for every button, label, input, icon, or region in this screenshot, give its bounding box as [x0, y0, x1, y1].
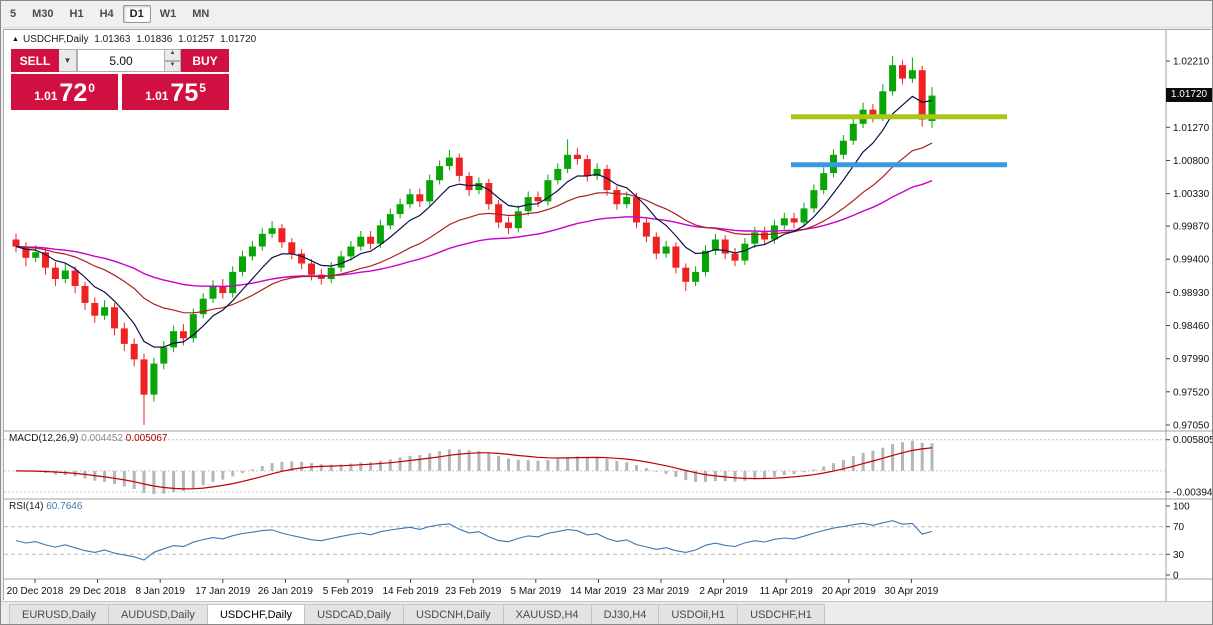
- svg-text:100: 100: [1173, 502, 1190, 513]
- buy-price-prefix: 1.01: [145, 89, 169, 103]
- chevron-down-icon: ▼: [63, 56, 72, 65]
- svg-text:1.00800: 1.00800: [1173, 156, 1210, 167]
- tab-eurusd-daily[interactable]: EURUSD,Daily: [9, 604, 109, 624]
- svg-text:14 Mar 2019: 14 Mar 2019: [570, 586, 627, 597]
- tf-button-d1[interactable]: D1: [122, 5, 151, 23]
- rsi-panel: 100 70 30 0: [4, 502, 1190, 582]
- volume-stepper[interactable]: ▲ ▼: [165, 49, 181, 72]
- svg-text:14 Feb 2019: 14 Feb 2019: [383, 586, 440, 597]
- svg-text:30 Apr 2019: 30 Apr 2019: [884, 586, 938, 597]
- tab-dj30-h4[interactable]: DJ30,H4: [590, 604, 660, 624]
- sell-price-frac: 0: [88, 81, 95, 95]
- price-axis[interactable]: 1.02210 1.01270 1.00800 1.00330 0.99870 0.994…: [1166, 57, 1210, 432]
- ohlc-open: 1.01363: [94, 34, 131, 45]
- macd-panel: 0.005805 -0.003945: [4, 435, 1212, 499]
- svg-text:30: 30: [1173, 550, 1185, 561]
- svg-text:-0.003945: -0.003945: [1173, 488, 1212, 499]
- tf-button-h4[interactable]: H4: [99, 8, 114, 20]
- sell-price-pips: 72: [59, 79, 88, 107]
- ohlc-close: 1.01720: [220, 34, 257, 45]
- volume-input[interactable]: 5.00: [77, 49, 165, 72]
- svg-text:0.005805: 0.005805: [1173, 435, 1212, 446]
- rsi-label: RSI(14) 60.7646: [9, 501, 82, 512]
- svg-text:70: 70: [1173, 522, 1185, 533]
- tab-usdcad-daily[interactable]: USDCAD,Daily: [304, 604, 405, 624]
- buy-price-pips: 75: [170, 79, 199, 107]
- chart-info-line: ▲ USDCHF,Daily 1.01363 1.01836 1.01257 1.…: [12, 34, 259, 45]
- macd-name: MACD(12,26,9): [9, 433, 79, 444]
- svg-text:1.00330: 1.00330: [1173, 189, 1210, 200]
- tab-usdchf-daily[interactable]: USDCHF,Daily: [206, 604, 306, 624]
- svg-text:11 Apr 2019: 11 Apr 2019: [760, 586, 814, 597]
- svg-text:0.99400: 0.99400: [1173, 255, 1210, 266]
- svg-text:1.01270: 1.01270: [1173, 123, 1210, 134]
- chart-tabs-bar: EURUSD,Daily AUDUSD,Daily USDCHF,Daily USDC…: [1, 601, 1212, 624]
- svg-text:17 Jan 2019: 17 Jan 2019: [195, 586, 250, 597]
- svg-text:20 Dec 2018: 20 Dec 2018: [7, 586, 64, 597]
- svg-text:0.99870: 0.99870: [1173, 222, 1210, 233]
- macd-label: MACD(12,26,9) 0.004452 0.005067: [9, 433, 167, 444]
- svg-text:8 Jan 2019: 8 Jan 2019: [135, 586, 185, 597]
- svg-text:29 Dec 2018: 29 Dec 2018: [69, 586, 126, 597]
- stepper-down-icon[interactable]: ▼: [165, 60, 181, 72]
- buy-price-frac: 5: [199, 81, 206, 95]
- rsi-name: RSI(14): [9, 501, 44, 512]
- svg-text:26 Jan 2019: 26 Jan 2019: [258, 586, 313, 597]
- tf-button-5[interactable]: 5: [10, 8, 17, 20]
- volume-dropdown-button[interactable]: ▼: [59, 49, 77, 72]
- tab-usdchf-h1[interactable]: USDCHF,H1: [737, 604, 825, 624]
- moving-averages-layer: [15, 95, 933, 348]
- tf-button-m30[interactable]: M30: [32, 8, 54, 20]
- sell-price-display[interactable]: 1.01 72 0: [11, 74, 118, 110]
- buy-button[interactable]: BUY: [181, 49, 229, 72]
- tab-audusd-daily[interactable]: AUDUSD,Daily: [107, 604, 208, 624]
- chart-window[interactable]: 1.02210 1.01270 1.00800 1.00330 0.99870 0.994…: [3, 29, 1212, 601]
- svg-text:2 Apr 2019: 2 Apr 2019: [699, 586, 748, 597]
- date-axis[interactable]: 20 Dec 2018 29 Dec 2018 8 Jan 2019 17 Jan 2…: [7, 579, 939, 597]
- ohlc-high: 1.01836: [136, 34, 173, 45]
- svg-text:1.02210: 1.02210: [1173, 57, 1210, 68]
- tf-button-w1[interactable]: W1: [159, 8, 177, 20]
- sell-button[interactable]: SELL: [11, 49, 59, 72]
- tab-usdoil-h1[interactable]: USDOil,H1: [658, 604, 739, 624]
- tab-xauusd-h4[interactable]: XAUUSD,H4: [502, 604, 592, 624]
- macd-signal-value: 0.005067: [125, 433, 168, 444]
- ohlc-low: 1.01257: [178, 34, 215, 45]
- svg-text:0.97050: 0.97050: [1173, 421, 1210, 432]
- macd-main-value: 0.004452: [81, 433, 123, 444]
- candles-layer: [12, 56, 936, 425]
- tab-usdcnh-daily[interactable]: USDCNH,Daily: [403, 604, 504, 624]
- svg-text:0: 0: [1173, 571, 1179, 582]
- one-click-trading-panel: SELL ▼ 5.00 ▲ ▼ BUY 1.01 72 0 1.01 75 5: [11, 49, 229, 110]
- svg-text:0.97520: 0.97520: [1173, 387, 1210, 398]
- timeframe-toolbar: 5 M30 H1 H4 D1 W1 MN: [1, 1, 1212, 28]
- svg-text:5 Mar 2019: 5 Mar 2019: [511, 586, 562, 597]
- stepper-up-icon[interactable]: ▲: [165, 49, 181, 61]
- chart-symbol-label: USDCHF,Daily: [22, 34, 89, 45]
- current-price-badge: 1.01720: [1166, 88, 1212, 102]
- svg-text:0.98460: 0.98460: [1173, 321, 1210, 332]
- sell-price-prefix: 1.01: [34, 89, 58, 103]
- tf-button-h1[interactable]: H1: [69, 8, 84, 20]
- svg-text:0.98930: 0.98930: [1173, 288, 1210, 299]
- buy-price-display[interactable]: 1.01 75 5: [122, 74, 229, 110]
- chart-canvas[interactable]: 1.02210 1.01270 1.00800 1.00330 0.99870 0.994…: [4, 30, 1212, 601]
- chart-collapse-icon[interactable]: ▲: [12, 36, 19, 43]
- svg-text:0.97990: 0.97990: [1173, 354, 1210, 365]
- rsi-value: 60.7646: [46, 501, 83, 512]
- svg-text:23 Mar 2019: 23 Mar 2019: [633, 586, 690, 597]
- tf-button-mn[interactable]: MN: [192, 8, 210, 20]
- svg-text:23 Feb 2019: 23 Feb 2019: [445, 586, 502, 597]
- level-lines-layer[interactable]: [791, 114, 1007, 168]
- svg-text:20 Apr 2019: 20 Apr 2019: [822, 586, 876, 597]
- svg-text:5 Feb 2019: 5 Feb 2019: [323, 586, 374, 597]
